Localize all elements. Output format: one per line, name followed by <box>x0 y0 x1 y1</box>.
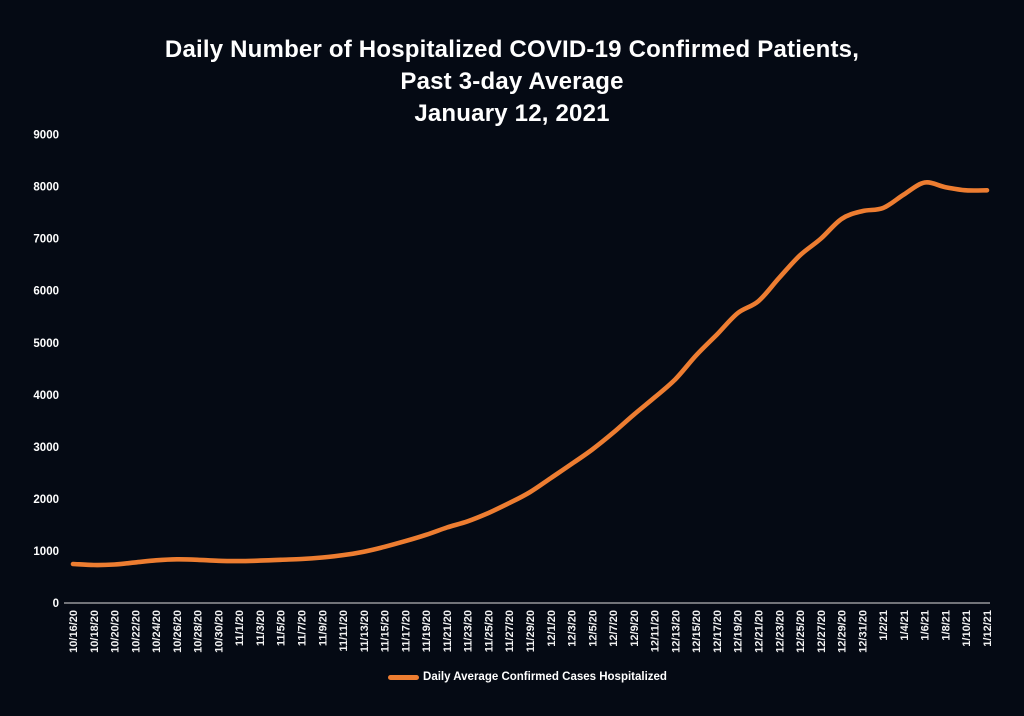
x-axis-tick-label: 10/20/20 <box>110 610 122 653</box>
x-axis-tick-label: 10/18/20 <box>89 610 101 653</box>
x-axis-tick-label: 1/6/21 <box>920 610 932 641</box>
y-axis-tick-label: 3000 <box>33 442 59 454</box>
x-axis-tick-label: 12/1/20 <box>546 610 558 647</box>
x-axis-tick-label: 1/4/21 <box>899 610 911 641</box>
x-axis-tick-label: 1/8/21 <box>940 610 952 641</box>
legend-line-swatch <box>388 674 420 680</box>
x-axis-tick-label: 1/2/21 <box>878 610 890 641</box>
data-line-hospitalized <box>70 180 990 568</box>
x-axis-tick-label: 12/9/20 <box>629 610 641 647</box>
chart-legend: Daily Average Confirmed Cases Hospitaliz… <box>65 671 990 683</box>
x-axis-tick-label: 11/17/20 <box>400 610 412 652</box>
x-axis-tick-label: 11/27/20 <box>504 610 516 652</box>
x-axis-tick-label: 10/22/20 <box>130 610 142 653</box>
x-axis-tick-label: 11/21/20 <box>442 610 454 652</box>
x-axis-tick-label: 11/11/20 <box>338 610 350 652</box>
chart-title: Daily Number of Hospitalized COVID-19 Co… <box>0 34 1024 130</box>
x-axis-tick-label: 11/7/20 <box>297 610 309 646</box>
x-axis-tick-label: 11/15/20 <box>380 610 392 652</box>
y-axis-tick-label: 4000 <box>33 390 59 402</box>
x-axis-tick-label: 12/29/20 <box>837 610 849 653</box>
legend-label: Daily Average Confirmed Cases Hospitaliz… <box>423 671 667 683</box>
x-axis-tick-label: 12/7/20 <box>608 610 620 647</box>
y-axis-tick-label: 0 <box>53 598 59 610</box>
x-axis-tick-label: 12/31/20 <box>857 610 869 653</box>
x-axis-tick-label: 11/13/20 <box>359 610 371 652</box>
chart-title-line-2: Past 3-day Average <box>400 68 624 95</box>
y-axis-tick-label: 2000 <box>33 494 59 506</box>
x-axis-tick-label: 11/25/20 <box>483 610 495 652</box>
x-axis-tick-label: 12/3/20 <box>567 610 579 647</box>
chart-title-line-1: Daily Number of Hospitalized COVID-19 Co… <box>164 36 860 63</box>
y-axis-tick-label: 8000 <box>33 182 59 194</box>
x-axis-tick-label: 12/23/20 <box>774 610 786 653</box>
x-axis-tick-label: 1/12/21 <box>982 610 994 647</box>
x-axis-tick-label: 10/30/20 <box>213 610 225 653</box>
x-axis-tick-label: 12/11/20 <box>650 610 662 652</box>
x-axis-tick-label: 11/1/20 <box>234 610 246 646</box>
x-axis-tick-label: 12/19/20 <box>733 610 745 653</box>
y-axis-tick-label: 6000 <box>33 286 59 298</box>
chart-title-line-3: January 12, 2021 <box>414 100 610 127</box>
x-axis-tick-label: 10/26/20 <box>172 610 184 653</box>
x-axis-tick-label: 11/3/20 <box>255 610 267 646</box>
y-axis-tick-label: 7000 <box>33 234 59 246</box>
x-axis-tick-label: 12/27/20 <box>816 610 828 653</box>
x-axis-tick-label: 12/17/20 <box>712 610 724 653</box>
x-axis-tick-label: 11/19/20 <box>421 610 433 652</box>
x-axis-tick-label: 10/16/20 <box>68 610 80 653</box>
x-axis-tick-label: 11/23/20 <box>463 610 475 652</box>
x-axis-tick-label: 11/5/20 <box>276 610 288 646</box>
x-axis-tick-label: 1/10/21 <box>961 610 973 647</box>
x-axis-tick-label: 10/24/20 <box>151 610 163 653</box>
x-axis-tick-label: 11/9/20 <box>317 610 329 646</box>
x-axis-tick-label: 12/13/20 <box>670 610 682 653</box>
y-axis-tick-label: 1000 <box>33 546 59 558</box>
x-axis-tick-label: 10/28/20 <box>193 610 205 653</box>
x-axis-tick-label: 12/5/20 <box>587 610 599 647</box>
x-axis-tick-label: 12/25/20 <box>795 610 807 653</box>
x-axis-tick-label: 11/29/20 <box>525 610 537 652</box>
x-axis-tick-label: 12/15/20 <box>691 610 703 653</box>
y-axis-tick-label: 5000 <box>33 338 59 350</box>
y-axis-tick-label: 9000 <box>33 130 59 142</box>
x-axis-tick-label: 12/21/20 <box>754 610 766 653</box>
